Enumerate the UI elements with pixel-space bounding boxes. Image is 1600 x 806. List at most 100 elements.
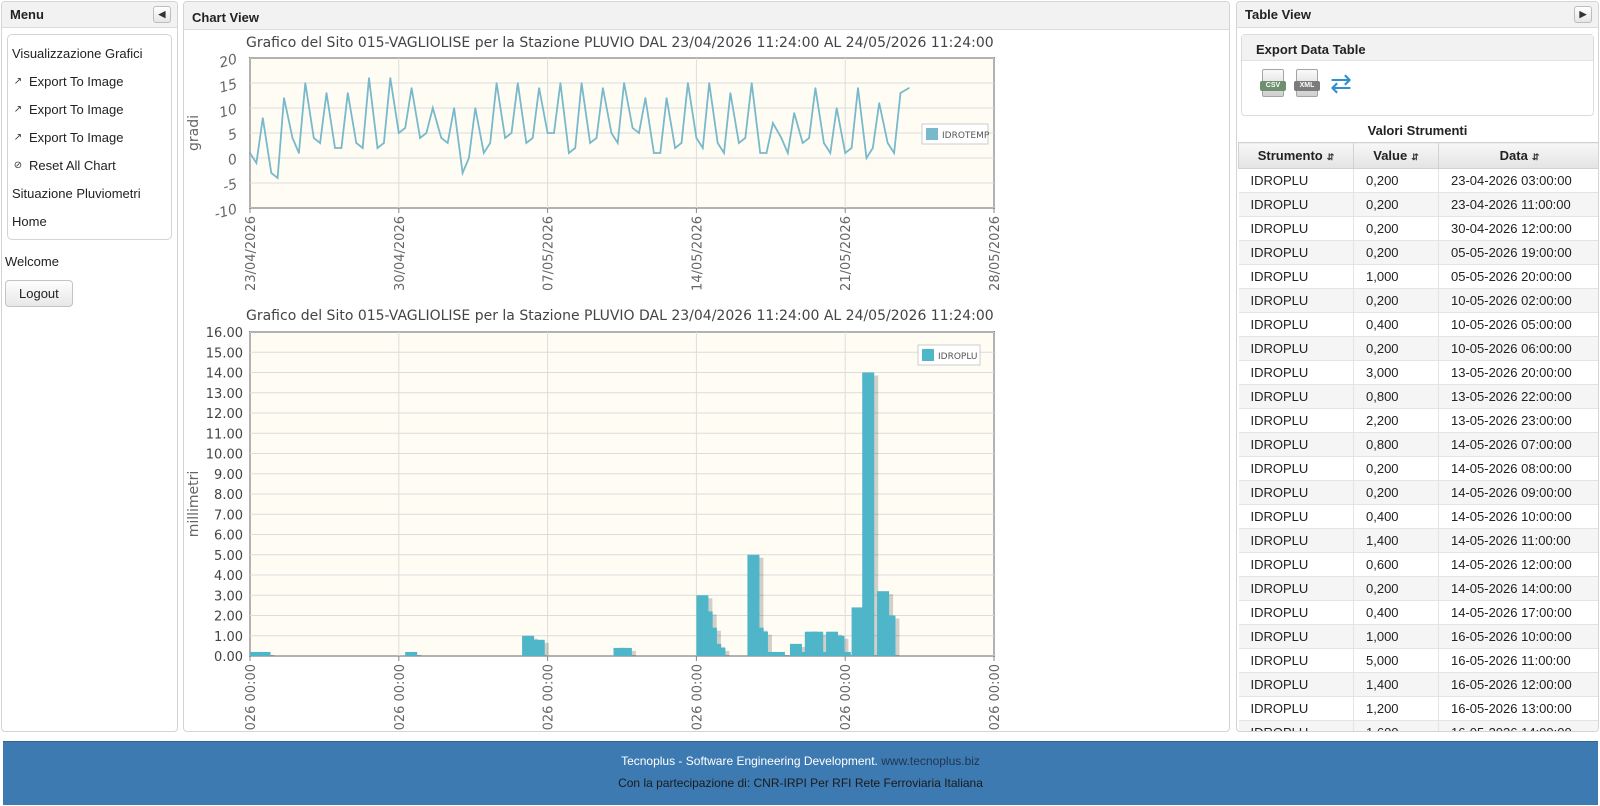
xml-icon[interactable]: XML — [1294, 69, 1320, 99]
data-point — [580, 82, 583, 84]
table-cell: IDROPLU — [1238, 624, 1354, 649]
menu-header: Menu ◀ — [2, 2, 177, 28]
table-row[interactable]: IDROPLU 0,400 10-05-2026 05:00:00 — [1238, 312, 1598, 337]
bar — [794, 651, 807, 656]
bar — [250, 651, 262, 656]
table-row[interactable]: IDROPLU 0,200 23-04-2026 03:00:00 — [1238, 168, 1598, 193]
table-row[interactable]: IDROPLU 0,600 14-05-2026 12:00:00 — [1238, 552, 1598, 577]
bar — [613, 647, 626, 656]
menu-item-label: Reset All Chart — [29, 157, 116, 173]
data-point — [468, 157, 470, 159]
y-tick-label: 2.00 — [214, 610, 243, 625]
data-point — [453, 107, 455, 109]
column-header-data[interactable]: Data ⇵ — [1438, 142, 1598, 169]
x-tick-label: 30/04/2026 — [393, 216, 408, 291]
data-point — [716, 142, 719, 144]
footer-line2: Con la partecipazione di: CNR-IRPI Per R… — [618, 776, 983, 790]
data-point — [483, 152, 485, 154]
temperature-chart: 20 15 10 5 0 -5 -10 23/04/2026 30/04/2026 07/05/2… — [186, 52, 1003, 291]
table-row[interactable]: IDROPLU 0,800 14-05-2026 07:00:00 — [1238, 432, 1598, 457]
table-row[interactable]: IDROPLU 5,000 16-05-2026 11:00:00 — [1238, 648, 1598, 673]
chart-view-panel: Chart View Grafico del Sito 015-VAGLIOLI… — [183, 1, 1230, 732]
data-point — [531, 137, 534, 139]
xml-icon-label: XML — [1294, 81, 1320, 91]
table-cell: IDROPLU — [1238, 528, 1354, 553]
table-row[interactable]: IDROPLU 0,200 23-04-2026 11:00:00 — [1238, 192, 1598, 217]
data-point — [808, 137, 810, 139]
table-row[interactable]: IDROPLU 1,200 16-05-2026 13:00:00 — [1238, 696, 1598, 721]
table-row[interactable]: IDROPLU 1,400 16-05-2026 12:00:00 — [1238, 672, 1598, 697]
table-cell: IDROPLU — [1238, 216, 1354, 241]
table-cell: 14-05-2026 12:00:00 — [1438, 552, 1598, 577]
menu-item-export-to-image-2[interactable]: ↗ Export To Image — [8, 95, 171, 123]
chart-view-title: Chart View — [192, 10, 259, 25]
data-point — [738, 142, 740, 144]
table-row[interactable]: IDROPLU 0,400 14-05-2026 17:00:00 — [1238, 600, 1598, 625]
table-cell: 0,200 — [1353, 240, 1439, 265]
table-cell: IDROPLU — [1238, 432, 1354, 457]
table-row[interactable]: IDROPLU 1,000 05-05-2026 20:00:00 — [1238, 264, 1598, 289]
table-row[interactable]: IDROPLU 0,800 13-05-2026 22:00:00 — [1238, 384, 1598, 409]
data-point — [474, 107, 477, 109]
table-cell: 10-05-2026 02:00:00 — [1438, 288, 1598, 313]
menu-item-reset-all-chart[interactable]: ⊘ Reset All Chart — [8, 151, 171, 179]
table-cell: 0,800 — [1353, 432, 1439, 457]
x-tick-label: 026 00:00 — [542, 664, 557, 730]
bar — [405, 651, 418, 656]
table-cell: 14-05-2026 14:00:00 — [1438, 576, 1598, 601]
data-point — [510, 132, 513, 134]
data-point — [780, 137, 783, 139]
table-row[interactable]: IDROPLU 0,200 30-04-2026 12:00:00 — [1238, 216, 1598, 241]
logout-button[interactable]: Logout — [5, 280, 73, 307]
external-link-icon: ↗ — [13, 75, 23, 87]
table-row[interactable]: IDROPLU 3,000 13-05-2026 20:00:00 — [1238, 360, 1598, 385]
table-row[interactable]: IDROPLU 1,000 16-05-2026 10:00:00 — [1238, 624, 1598, 649]
data-point — [823, 142, 825, 144]
table-cell: 0,200 — [1353, 336, 1439, 361]
table-row[interactable]: IDROPLU 0,200 10-05-2026 02:00:00 — [1238, 288, 1598, 313]
table-cell: 1,600 — [1353, 720, 1439, 731]
x-tick-label: 026 00:00 — [988, 664, 1003, 730]
footer-link[interactable]: www.tecnoplus.biz — [881, 754, 980, 768]
collapse-menu-button[interactable]: ◀ — [153, 6, 171, 23]
table-row[interactable]: IDROPLU 1,400 14-05-2026 11:00:00 — [1238, 528, 1598, 553]
column-header-value[interactable]: Value ⇵ — [1353, 142, 1439, 169]
table-row[interactable]: IDROPLU 0,200 14-05-2026 08:00:00 — [1238, 456, 1598, 481]
table-cell: 0,200 — [1353, 192, 1439, 217]
y-tick-label: 4.00 — [214, 569, 243, 584]
table-row[interactable]: IDROPLU 0,200 14-05-2026 09:00:00 — [1238, 480, 1598, 505]
table-row[interactable]: IDROPLU 0,200 14-05-2026 14:00:00 — [1238, 576, 1598, 601]
table-row[interactable]: IDROPLU 2,200 13-05-2026 23:00:00 — [1238, 408, 1598, 433]
table-row[interactable]: IDROPLU 0,200 05-05-2026 19:00:00 — [1238, 240, 1598, 265]
menu-item-visualizzazione-grafici[interactable]: Visualizzazione Grafici — [8, 39, 171, 67]
data-point — [249, 152, 251, 154]
legend-swatch — [922, 349, 934, 361]
table-view-title: Table View — [1245, 7, 1311, 22]
legend: IDROPLU — [917, 344, 981, 366]
data-point — [793, 112, 795, 114]
menu-item-export-to-image-1[interactable]: ↗ Export To Image — [8, 67, 171, 95]
table-row[interactable]: IDROPLU 0,200 10-05-2026 06:00:00 — [1238, 336, 1598, 361]
x-tick-label: 23/04/2026 — [244, 216, 259, 291]
data-point — [410, 87, 413, 89]
csv-icon[interactable]: CSV — [1260, 69, 1286, 99]
data-point — [461, 172, 464, 174]
menu-item-home[interactable]: Home — [8, 207, 171, 235]
collapse-table-button[interactable]: ▶ — [1574, 6, 1592, 23]
menu-item-export-to-image-3[interactable]: ↗ Export To Image — [8, 123, 171, 151]
bar — [755, 631, 768, 656]
table-cell: 16-05-2026 11:00:00 — [1438, 648, 1598, 673]
data-point — [750, 82, 753, 84]
table-row[interactable]: IDROPLU 0,400 14-05-2026 10:00:00 — [1238, 504, 1598, 529]
data-point — [568, 152, 570, 154]
menu-item-situazione-pluviometri[interactable]: Situazione Pluviometri — [8, 179, 171, 207]
table-view-panel: Table View ▶ Export Data Table CSV XML ⇄… — [1236, 1, 1599, 732]
data-point — [368, 77, 370, 79]
x-tick-label: 07/05/2026 — [542, 216, 557, 291]
data-point — [553, 132, 555, 134]
chart1-title: Grafico del Sito 015-VAGLIOLISE per la S… — [246, 35, 994, 51]
data-point — [355, 142, 358, 144]
column-header-strumento[interactable]: Strumento ⇵ — [1238, 142, 1354, 169]
refresh-icon[interactable]: ⇄ — [1330, 68, 1352, 98]
